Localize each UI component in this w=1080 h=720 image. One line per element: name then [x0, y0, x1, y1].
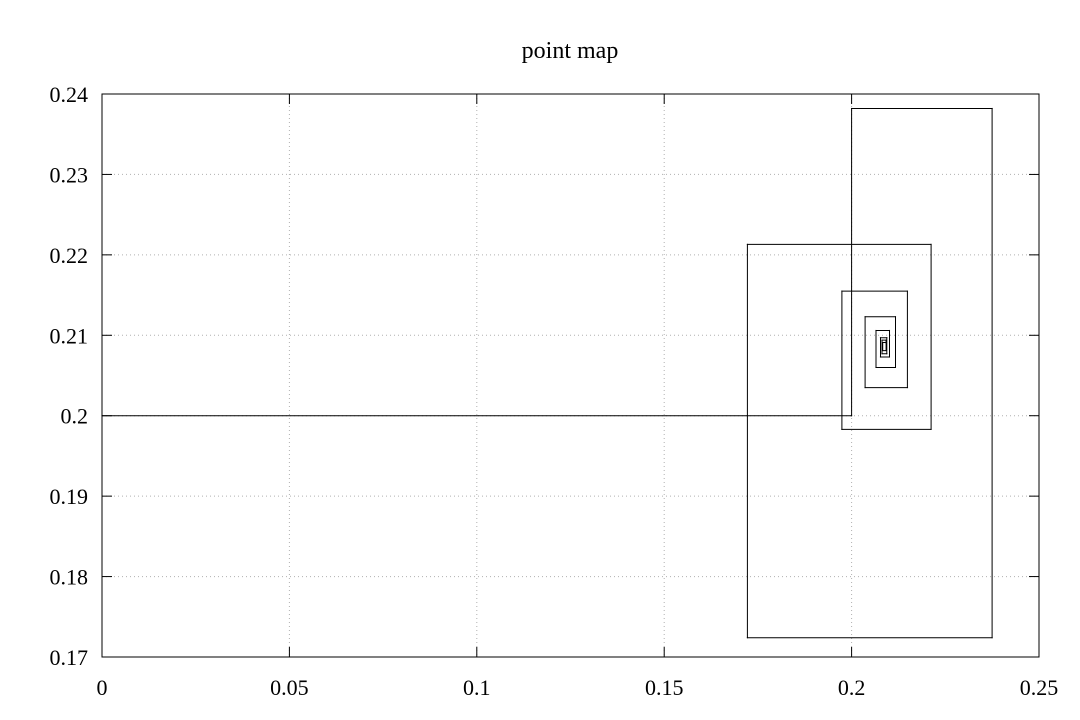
series-group: [101, 107, 993, 639]
y-tick-label: 0.23: [50, 162, 89, 187]
data-point: [991, 637, 993, 639]
y-tick-label: 0.18: [50, 565, 89, 590]
data-point: [841, 428, 843, 430]
data-point: [906, 290, 909, 292]
y-tick-label: 0.21: [50, 323, 89, 348]
data-point: [879, 337, 882, 339]
data-point: [885, 339, 887, 341]
data-point: [881, 353, 883, 355]
y-tick-label: 0.24: [50, 82, 89, 107]
data-point: [746, 637, 749, 639]
data-point: [882, 349, 884, 352]
data-point: [991, 107, 993, 110]
data-point: [894, 316, 897, 318]
plot-frame: [101, 93, 1040, 658]
y-tick-label: 0.2: [61, 404, 89, 429]
data-point: [881, 339, 883, 341]
x-tick-label: 0.15: [645, 675, 684, 700]
data-point: [864, 316, 866, 318]
data-point: [930, 243, 932, 246]
data-point: [879, 356, 882, 358]
y-tick-label: 0.17: [50, 645, 89, 670]
data-point: [885, 349, 887, 352]
axis-ticks: 0 0.05 0.1 0.15 0.2 0.25 0.17 0.18 0.19 0.2 0.21 0.…: [50, 82, 1059, 700]
x-tick-label: 0.25: [1020, 675, 1059, 700]
data-point: [886, 337, 888, 339]
x-tick-label: 0.2: [838, 675, 866, 700]
x-tick-label: 0: [97, 675, 108, 700]
data-point: [746, 243, 749, 246]
data-point: [882, 341, 884, 344]
data-point: [888, 329, 891, 332]
data-point: [894, 366, 897, 369]
x-tick-label: 0.1: [463, 675, 491, 700]
chart-title: point map: [522, 38, 619, 64]
x-tick-label: 0.05: [270, 675, 309, 700]
series-line: [102, 108, 993, 639]
y-tick-label: 0.19: [50, 484, 89, 509]
data-point: [884, 341, 886, 344]
data-point: [864, 386, 866, 389]
data-point: [875, 329, 877, 332]
data-point: [851, 415, 853, 417]
y-tick-label: 0.22: [50, 243, 89, 268]
data-point: [906, 386, 909, 389]
data-point: [851, 107, 853, 110]
data-point: [886, 353, 888, 355]
data-point: [841, 290, 843, 292]
data-point: [930, 428, 932, 430]
data-point: [875, 366, 877, 369]
data-point: [888, 356, 891, 358]
grid-lines: [102, 94, 1039, 657]
